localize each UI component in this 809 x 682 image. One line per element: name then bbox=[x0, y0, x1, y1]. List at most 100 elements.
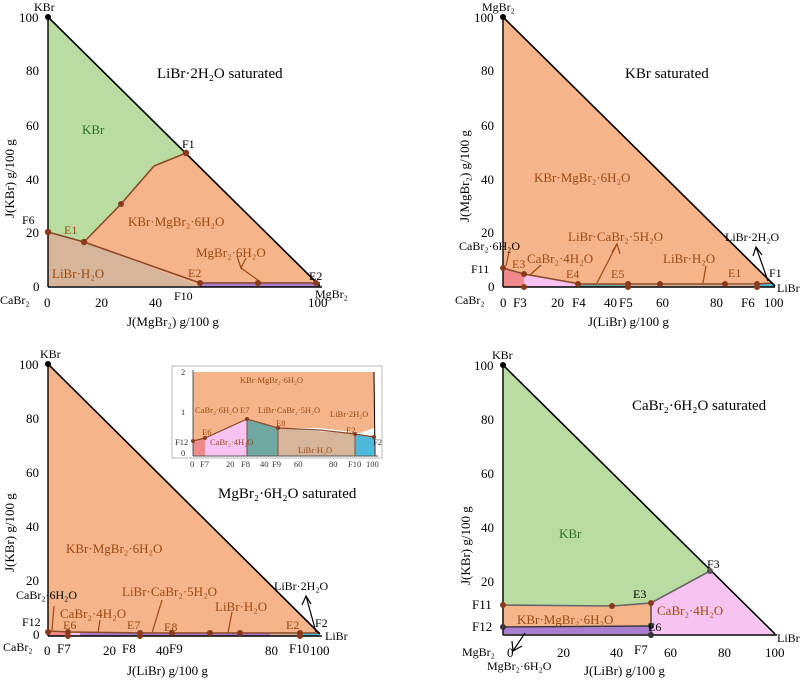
p4-ytick-100: 100 bbox=[474, 358, 494, 373]
hypotenuse bbox=[502, 364, 776, 635]
point-mid2 bbox=[237, 630, 243, 636]
p2-xtick-0: 0 bbox=[500, 295, 507, 310]
p4-ytick-20: 20 bbox=[481, 574, 494, 589]
p1-label-e1: E1 bbox=[64, 223, 78, 237]
p2-label-f1: F1 bbox=[769, 266, 782, 280]
p1-xlabel: J(MgBr₂) g/100 g bbox=[127, 314, 219, 329]
inset-zoom bbox=[171, 365, 383, 459]
p2-label-f4: F4 bbox=[572, 295, 586, 310]
arrow-lih bbox=[702, 265, 707, 284]
point-mid1 bbox=[207, 630, 213, 636]
p1-label-f10: F10 bbox=[174, 289, 193, 303]
p3-label-e7: E7 bbox=[127, 618, 141, 632]
p2-ytick-80: 80 bbox=[481, 63, 494, 78]
panel-cabr2-6h2o bbox=[500, 362, 777, 652]
corner-dot-kbr bbox=[45, 14, 51, 20]
p1-ytick-60: 60 bbox=[26, 118, 39, 133]
p3-label-f2: F2 bbox=[315, 616, 328, 630]
p3-xtick-80: 80 bbox=[265, 643, 278, 658]
inset-point-f2 bbox=[372, 435, 376, 439]
p3-xtick-20: 20 bbox=[103, 643, 116, 658]
inset-label-e7: E7 bbox=[240, 405, 250, 415]
p3-ytick-100: 100 bbox=[19, 357, 39, 372]
p4-ytick-60: 60 bbox=[481, 466, 494, 481]
p1-ytick-0: 0 bbox=[33, 279, 40, 294]
inset-label-f2: F2 bbox=[373, 437, 382, 447]
p1-corner-right: MgBr₂ bbox=[315, 287, 348, 301]
inset-region-double: KBr·MgBr₂·6H₂O bbox=[240, 375, 304, 385]
arrow-mg6 bbox=[512, 632, 526, 652]
p4-ytick-80: 80 bbox=[481, 412, 494, 427]
arrow-mg6-head bbox=[511, 640, 523, 652]
arrow-lica bbox=[151, 599, 163, 634]
p3-xlabel: J(LiBr) g/100 g bbox=[127, 663, 208, 678]
field-double-salt bbox=[84, 153, 320, 286]
point-f11 bbox=[500, 265, 506, 271]
p1-ylabel: J(KBr) g/100 g bbox=[2, 139, 17, 218]
arrow-lih2-head bbox=[301, 594, 312, 606]
p3-title: MgBr₂·6H₂O saturated bbox=[218, 486, 357, 502]
inset-xtick-100: 100 bbox=[366, 459, 379, 469]
inset-xtick-80: 80 bbox=[329, 459, 338, 469]
inset-field-ca6 bbox=[193, 438, 205, 456]
p2-title: KBr saturated bbox=[625, 66, 709, 82]
arrow-lica bbox=[596, 243, 618, 284]
point-e3 bbox=[521, 271, 527, 277]
p2-region-ca4: CaBr₂·4H₂O bbox=[527, 251, 594, 266]
arrow-ca6 bbox=[505, 251, 510, 267]
p4-xtick-20: 20 bbox=[557, 645, 570, 660]
inset-label-f12: F12 bbox=[175, 437, 189, 447]
p2-label-f3: F3 bbox=[513, 295, 527, 310]
p2-label-f11: F11 bbox=[471, 262, 490, 276]
p4-xtick-0: 0 bbox=[507, 645, 514, 660]
p4-label-e3: E3 bbox=[633, 587, 647, 601]
p3-ytick-80: 80 bbox=[26, 411, 39, 426]
p4-ylabel: J(KBr) g/100 g bbox=[458, 506, 473, 585]
point-e4 bbox=[575, 281, 581, 287]
p1-ytick-80: 80 bbox=[26, 63, 39, 78]
p2-ytick-100: 100 bbox=[474, 10, 494, 25]
point-e1 bbox=[80, 238, 88, 246]
inset-field-ca4 bbox=[205, 419, 247, 456]
p2-region-ca6: CaBr₂·6H₂O bbox=[459, 239, 521, 253]
inset-xtick-0: 0 bbox=[190, 459, 195, 469]
inset-label-e2: E2 bbox=[346, 425, 356, 435]
inset-point-f12 bbox=[191, 439, 195, 443]
inset-field-lih bbox=[278, 428, 355, 456]
inset-edge-right bbox=[373, 371, 376, 457]
p4-label-f7: F7 bbox=[634, 642, 648, 657]
point-mid bbox=[609, 603, 615, 609]
inset-point-e8 bbox=[276, 426, 280, 430]
p4-xtick-40: 40 bbox=[610, 645, 623, 660]
point-f3 bbox=[707, 568, 713, 574]
p4-label-f12: F12 bbox=[472, 619, 493, 634]
hypotenuse bbox=[47, 363, 321, 635]
inset-point-e2 bbox=[353, 432, 357, 436]
p1-label-f6: F6 bbox=[22, 213, 35, 227]
p3-ytick-0: 0 bbox=[33, 627, 40, 642]
point-e3 bbox=[648, 600, 654, 606]
boundary-e bbox=[47, 630, 320, 634]
p4-ytick-40: 40 bbox=[481, 520, 494, 535]
arrow-lih bbox=[227, 611, 233, 634]
p3-region-lih: LiBr·H₂O bbox=[215, 599, 268, 614]
p2-label-e5: E5 bbox=[611, 267, 625, 281]
arrow-ca6 bbox=[51, 605, 55, 631]
boundary-f11-e3-f3 bbox=[502, 570, 711, 607]
point-e2 bbox=[197, 280, 203, 286]
point-f5 bbox=[625, 284, 631, 290]
p2-region-lica: LiBr·CaBr₂·5H₂O bbox=[568, 229, 663, 244]
p2-ytick-20: 20 bbox=[481, 225, 494, 240]
p4-corner-top: KBr bbox=[492, 348, 513, 362]
inset-label-e6: E6 bbox=[202, 427, 212, 437]
point-e6 bbox=[648, 623, 654, 629]
inset-label-f7: F7 bbox=[200, 459, 209, 469]
point-mid bbox=[657, 281, 663, 287]
inset-field-lica bbox=[247, 419, 278, 456]
arrow-lih2-head bbox=[752, 245, 763, 257]
p2-xtick-40: 40 bbox=[604, 295, 617, 310]
inset-region-ca6: CaBr₂·6H₂O bbox=[195, 405, 239, 415]
p2-label-f6: F6 bbox=[741, 295, 755, 310]
point-f7 bbox=[648, 632, 654, 638]
panel-kbr bbox=[500, 14, 776, 290]
